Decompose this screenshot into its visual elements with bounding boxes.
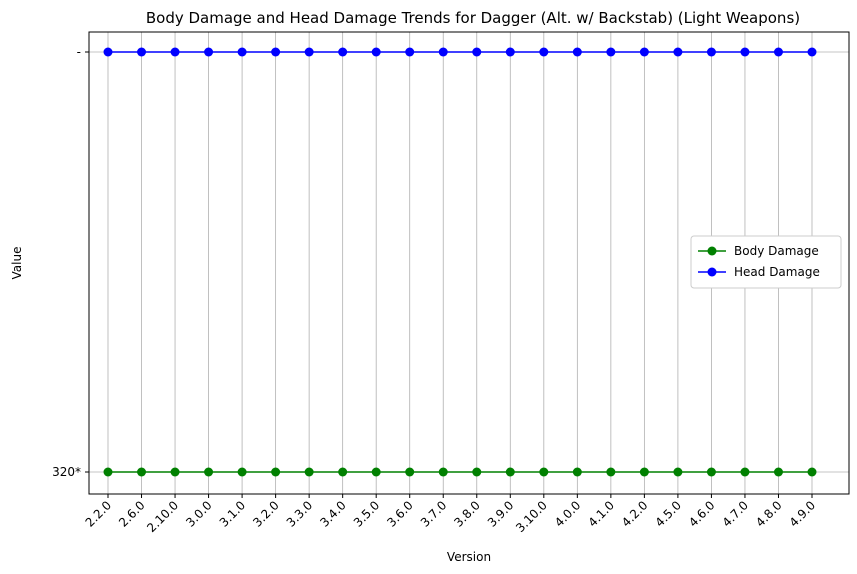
x-tick-label: 2.2.0 — [83, 498, 114, 529]
head-damage-point — [371, 47, 381, 57]
head-damage-point — [572, 47, 582, 57]
y-tick-label: 320* — [52, 465, 81, 479]
x-tick-label: 3.0.0 — [183, 498, 214, 529]
body-damage-point — [773, 467, 783, 477]
legend-label: Head Damage — [734, 265, 820, 279]
body-damage-point — [606, 467, 616, 477]
body-damage-point — [237, 467, 247, 477]
body-damage-point — [137, 467, 147, 477]
body-damage-point — [673, 467, 683, 477]
x-tick-label: 3.8.0 — [451, 498, 482, 529]
x-tick-label: 3.2.0 — [250, 498, 281, 529]
head-damage-point — [204, 47, 214, 57]
head-damage-point — [673, 47, 683, 57]
body-damage-point — [271, 467, 281, 477]
head-damage-point — [137, 47, 147, 57]
body-damage-point — [706, 467, 716, 477]
legend-box — [690, 235, 842, 289]
body-damage-point — [572, 467, 582, 477]
body-damage-point — [807, 467, 817, 477]
x-tick-label: 3.7.0 — [418, 498, 449, 529]
x-tick-label: 2.10.0 — [144, 498, 181, 535]
body-damage-point — [304, 467, 314, 477]
head-damage-point — [237, 47, 247, 57]
x-tick-label: 4.7.0 — [720, 498, 751, 529]
x-tick-label: 3.10.0 — [513, 498, 550, 535]
x-tick-label: 3.5.0 — [351, 498, 382, 529]
x-tick-label: 4.2.0 — [619, 498, 650, 529]
plot-series — [103, 47, 817, 477]
legend-item-body-damage: Body Damage — [698, 244, 819, 258]
x-tick-label: 2.6.0 — [116, 498, 147, 529]
x-axis-ticks: 2.2.0 2.6.02.10.0 3.0.0 3.1.0 3.2.0 3.3.0 3.4.… — [83, 494, 818, 535]
legend-item-head-damage: Head Damage — [698, 265, 820, 279]
head-damage-point — [706, 47, 716, 57]
head-damage-series — [103, 47, 817, 57]
body-damage-point — [405, 467, 415, 477]
head-damage-point — [639, 47, 649, 57]
x-tick-label: 4.8.0 — [753, 498, 784, 529]
y-axis-ticks: 320* - — [52, 45, 89, 479]
body-damage-point — [338, 467, 348, 477]
body-damage-point — [472, 467, 482, 477]
x-tick-label: 3.1.0 — [217, 498, 248, 529]
x-tick-label: 3.6.0 — [384, 498, 415, 529]
head-damage-point — [170, 47, 180, 57]
body-damage-point — [103, 467, 113, 477]
body-damage-point — [438, 467, 448, 477]
body-damage-point — [170, 467, 180, 477]
body-damage-point — [639, 467, 649, 477]
head-damage-point — [405, 47, 415, 57]
x-tick-label: 4.9.0 — [787, 498, 818, 529]
legend-swatch-marker — [707, 246, 717, 256]
chart-title: Body Damage and Head Damage Trends for D… — [146, 9, 800, 27]
x-tick-label: 4.5.0 — [653, 498, 684, 529]
legend-swatch-marker — [707, 267, 717, 277]
x-tick-label: 3.9.0 — [485, 498, 516, 529]
legend: Body Damage Head Damage — [690, 235, 842, 289]
head-damage-point — [472, 47, 482, 57]
x-tick-label: 3.4.0 — [317, 498, 348, 529]
x-tick-label: 4.0.0 — [552, 498, 583, 529]
x-axis-label: Version — [447, 550, 491, 564]
head-damage-point — [271, 47, 281, 57]
head-damage-point — [304, 47, 314, 57]
head-damage-point — [773, 47, 783, 57]
head-damage-point — [438, 47, 448, 57]
plot-area-frame — [88, 31, 850, 495]
head-damage-point — [740, 47, 750, 57]
body-damage-point — [204, 467, 214, 477]
body-damage-point — [539, 467, 549, 477]
legend-label: Body Damage — [734, 244, 819, 258]
head-damage-point — [103, 47, 113, 57]
head-damage-point — [539, 47, 549, 57]
head-damage-point — [606, 47, 616, 57]
head-damage-point — [505, 47, 515, 57]
body-damage-point — [371, 467, 381, 477]
body-damage-point — [740, 467, 750, 477]
x-tick-label: 4.1.0 — [585, 498, 616, 529]
x-tick-label: 4.6.0 — [686, 498, 717, 529]
head-damage-point — [338, 47, 348, 57]
head-damage-point — [807, 47, 817, 57]
body-damage-point — [505, 467, 515, 477]
body-damage-series — [103, 467, 817, 477]
y-tick-label: - — [77, 45, 81, 59]
y-axis-label: Value — [10, 247, 24, 280]
x-tick-label: 3.3.0 — [284, 498, 315, 529]
